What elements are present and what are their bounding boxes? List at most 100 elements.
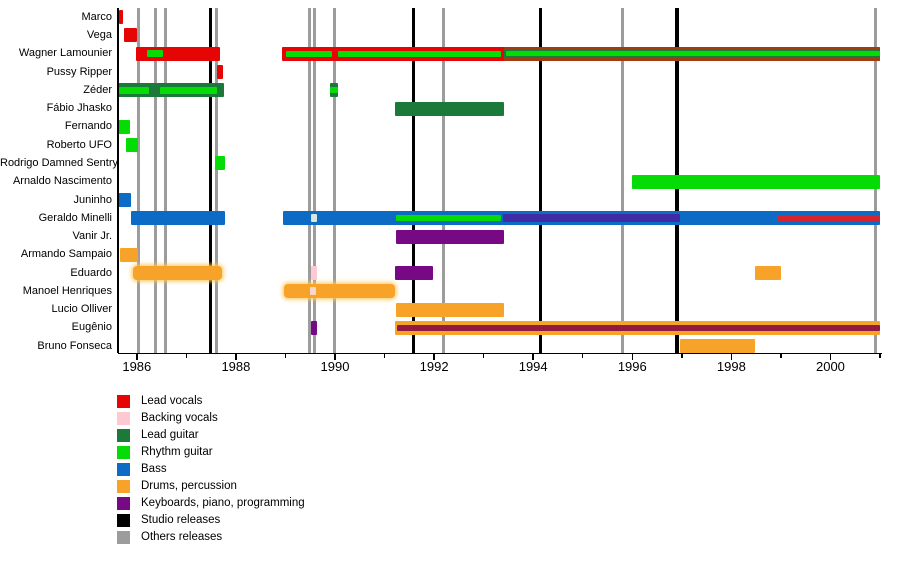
timeline-bar: [118, 10, 124, 25]
legend-label: Others releases: [141, 530, 223, 543]
timeline-bar-stripe: [160, 86, 218, 94]
others-release-line: [136, 8, 140, 353]
lead_vocals-legend-swatch: [117, 395, 130, 408]
x-axis-tick-label: 1998: [716, 359, 746, 374]
y-axis-line: [117, 8, 119, 353]
x-axis-line: [118, 352, 882, 355]
member-label: Roberto UFO: [46, 138, 112, 151]
others_releases-legend-swatch: [117, 531, 130, 544]
timeline-bar-stripe: [147, 50, 164, 58]
member-label: Pussy Ripper: [46, 65, 112, 78]
keyboards-legend-swatch: [117, 497, 130, 510]
member-label: Armando Sampaio: [20, 248, 112, 261]
member-label: Zéder: [83, 83, 112, 96]
timeline-bar: [125, 138, 138, 153]
legend-label: Backing vocals: [141, 411, 218, 424]
timeline-bar: [123, 28, 138, 43]
backing_vocals-legend-swatch: [117, 412, 130, 425]
timeline-bar: [136, 46, 221, 61]
member-label: Fernando: [64, 120, 112, 133]
x-axis-tick: [879, 354, 881, 358]
x-axis-tick: [235, 354, 237, 360]
legend-label: Lead vocals: [141, 394, 203, 407]
timeline-bar: [631, 174, 880, 189]
x-axis-tick: [532, 354, 534, 360]
timeline-bar: [214, 156, 225, 171]
timeline-bar: [118, 83, 225, 98]
member-label: Bruno Fonseca: [37, 339, 112, 352]
x-axis-tick: [581, 354, 584, 358]
member-label: Wagner Lamounier: [18, 47, 112, 60]
x-axis-tick: [730, 354, 733, 360]
legend-label: Keyboards, piano, programming: [141, 496, 305, 509]
timeline-bar: [680, 339, 755, 354]
x-axis-tick-label: 1996: [617, 359, 647, 374]
legend-label: Studio releases: [141, 513, 221, 526]
timeline-bar-stripe: [397, 324, 880, 331]
x-axis-tick: [136, 354, 138, 360]
timeline-bar: [395, 101, 505, 116]
others-release-line: [154, 8, 158, 353]
timeline-bar: [132, 266, 222, 281]
timeline-bar: [281, 46, 880, 61]
timeline-bar: [119, 247, 138, 262]
timeline-bar: [283, 284, 396, 299]
timeline-bar: [130, 211, 225, 226]
timeline-bar: [311, 266, 318, 281]
legend-label: Bass: [141, 462, 167, 475]
x-axis-tick-label: 1992: [419, 359, 449, 374]
member-label: Vega: [86, 28, 112, 41]
timeline-bar: [754, 266, 782, 281]
timeline-bar-stripe: [330, 87, 338, 94]
x-axis-tick-label: 1986: [122, 359, 152, 374]
timeline-bar: [118, 119, 130, 134]
x-axis-tick: [780, 354, 782, 358]
timeline-bar: [396, 229, 505, 244]
timeline-bar-stripe: [118, 86, 150, 94]
timeline-bar-stripe: [503, 214, 681, 223]
others-release-line: [163, 8, 167, 353]
timeline-bar-stripe: [310, 287, 317, 296]
studio_releases-legend-swatch: [117, 514, 130, 527]
x-axis-tick: [631, 354, 634, 360]
x-axis-tick: [482, 354, 485, 358]
drums-legend-swatch: [117, 480, 130, 493]
x-axis-tick: [433, 354, 435, 360]
member-label: Eugênio: [71, 321, 112, 334]
others-release-line: [214, 8, 218, 353]
timeline-bar: [216, 65, 224, 80]
x-axis-tick: [829, 354, 832, 360]
timeline-bar: [118, 193, 131, 207]
x-axis-tick-label: 1990: [320, 359, 350, 374]
timeline-bar-stripe: [311, 214, 317, 223]
x-axis-tick: [185, 354, 188, 358]
lead_guitar-legend-swatch: [117, 429, 130, 442]
others-release-line: [620, 8, 624, 353]
member-label: Juninho: [73, 193, 112, 206]
rhythm_guitar-legend-swatch: [117, 446, 130, 459]
x-axis-tick-label: 1988: [221, 359, 251, 374]
timeline-bar-stripe: [395, 215, 502, 222]
member-label: Marco: [81, 10, 112, 23]
legend-label: Lead guitar: [141, 428, 199, 441]
legend-label: Rhythm guitar: [141, 445, 213, 458]
timeline-bar-stripe: [337, 50, 502, 57]
timeline-bar-stripe: [778, 215, 879, 222]
x-axis-tick: [334, 354, 336, 360]
timeline-bar-stripe: [285, 50, 332, 57]
x-axis-tick: [383, 354, 386, 358]
x-axis-tick: [284, 354, 287, 358]
member-label: Manoel Henriques: [22, 284, 112, 297]
others-release-line: [313, 8, 317, 353]
timeline-bar: [282, 211, 880, 226]
x-axis-tick-label: 2000: [815, 359, 845, 374]
member-label: Lucio Olliver: [51, 303, 112, 316]
studio-release-line: [208, 8, 213, 353]
timeline-bar: [395, 320, 880, 335]
legend-label: Drums, percussion: [141, 479, 237, 492]
member-label: Arnaldo Nascimento: [12, 175, 112, 188]
member-label: Rodrigo Damned Sentry: [0, 156, 119, 169]
timeline-bar: [396, 302, 505, 317]
timeline-bar: [395, 266, 433, 281]
x-axis-tick: [681, 354, 683, 358]
